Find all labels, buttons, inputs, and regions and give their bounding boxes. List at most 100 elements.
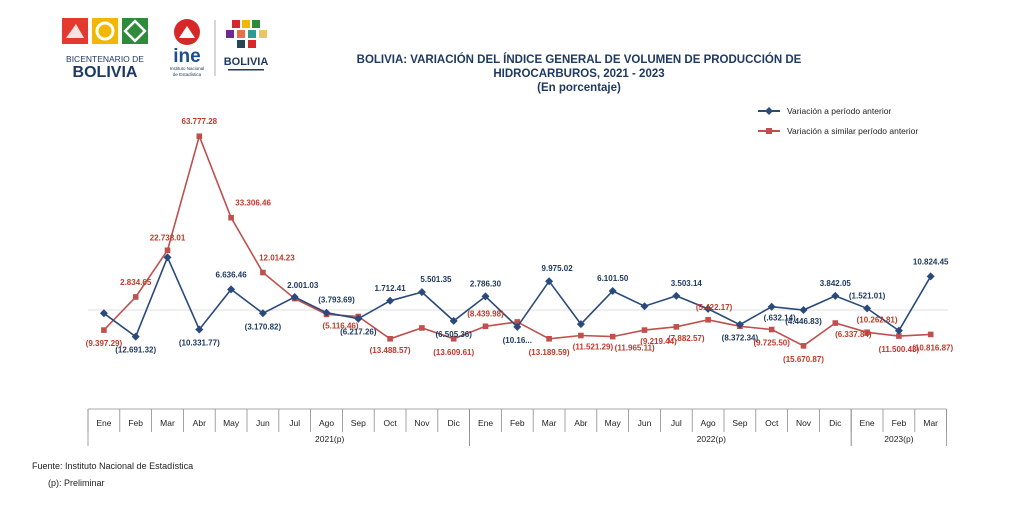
data-label-red: (10.262.81) <box>857 315 898 324</box>
category-label: Sep <box>732 418 747 428</box>
data-label-blue: 6.101.50 <box>597 274 629 283</box>
bicentenario-logo: BICENTENARIO DE BOLIVIA <box>62 18 148 81</box>
data-label-blue: (10.331.77) <box>179 339 220 348</box>
data-point-blue <box>227 285 236 294</box>
logo-ine-sub2: de Estadística <box>173 72 202 77</box>
category-label: Abr <box>574 418 587 428</box>
series-red-line <box>103 133 931 347</box>
category-label: Nov <box>796 418 812 428</box>
data-point-blue <box>354 314 363 323</box>
logo-bicentenario-bottom: BOLIVIA <box>73 64 138 81</box>
logo-bicentenario-top: BICENTENARIO DE <box>66 54 144 64</box>
category-label: Mar <box>923 418 938 428</box>
estado-logo-tile-2 <box>242 20 250 28</box>
category-axis: Ene Feb Mar Abr May Jun Jul Ago Sep Oct Nov Dic Ene F… <box>87 408 947 446</box>
data-point-red <box>450 335 457 342</box>
year-group-label: 2023(p) <box>884 434 913 444</box>
category-label: Ene <box>96 418 111 428</box>
category-label: Nov <box>414 418 430 428</box>
category-label: Dic <box>448 418 461 428</box>
data-label-red: (5.422.17) <box>696 303 733 312</box>
data-point-blue <box>481 292 490 301</box>
data-label-blue: (1.521.01) <box>849 291 886 300</box>
data-label-blue: 3.503.14 <box>671 279 703 288</box>
category-label: Oct <box>765 418 779 428</box>
legend-label-red: Variación a similar período anterior <box>787 126 918 136</box>
chart-subtitle: (En porcentaje) <box>537 82 621 94</box>
data-label-blue: (6.505.36) <box>435 330 472 339</box>
data-point-blue <box>863 304 872 313</box>
category-label: Oct <box>383 418 397 428</box>
data-point-red <box>260 269 266 276</box>
category-label: Ago <box>701 418 716 428</box>
category-label: Jul <box>289 418 300 428</box>
data-label-red: (11.500.43) <box>879 345 920 354</box>
data-point-blue <box>735 320 744 329</box>
logo-ine-sub1: Instituto Nacional <box>170 66 205 71</box>
data-point-red <box>927 331 934 338</box>
data-point-blue <box>290 292 299 301</box>
bicentenario-logo-spiral <box>95 21 115 41</box>
series-red-labels: (9.397.29) 2.834.65 22.738.01 63.777.28 33.3… <box>86 117 954 364</box>
data-point-red <box>673 324 680 330</box>
series-blue <box>99 253 935 341</box>
data-point-blue <box>831 291 840 300</box>
category-label: Jun <box>256 418 270 428</box>
data-label-blue: 2.001.03 <box>287 281 319 290</box>
data-label-blue: (8.372.34) <box>722 334 759 343</box>
estado-logo-tile-1 <box>232 20 240 28</box>
data-point-red <box>132 294 139 300</box>
data-label-red: 2.834.65 <box>120 278 152 287</box>
category-label: Ene <box>478 418 493 428</box>
legend-marker-red <box>766 128 772 134</box>
data-point-blue <box>417 288 426 297</box>
data-point-red <box>164 247 171 254</box>
category-label: May <box>223 418 240 428</box>
estado-logo-tile-7 <box>259 30 267 38</box>
data-point-blue <box>640 302 649 311</box>
category-label: Ago <box>319 418 334 428</box>
data-point-blue <box>767 302 776 311</box>
data-label-blue: (3.793.69) <box>318 296 355 305</box>
year-group-label: 2022(p) <box>697 434 726 444</box>
data-label-blue: (10.16... <box>503 336 532 345</box>
data-label-blue: 3.842.05 <box>820 279 852 288</box>
logo-ine: ine <box>173 46 200 67</box>
data-label-blue: (12.691.32) <box>115 346 156 355</box>
estado-logo-tile-6 <box>248 30 256 38</box>
category-label: Feb <box>510 418 525 428</box>
category-label: Jul <box>671 418 682 428</box>
bicentenario-logo-diamond <box>123 19 147 43</box>
preliminary-note: (p): Preliminar <box>48 478 105 488</box>
data-label-red: (7.882.57) <box>668 334 705 343</box>
ine-logo-mountain <box>179 26 195 38</box>
category-label: May <box>605 418 622 428</box>
data-label-red: (13.488.57) <box>370 346 411 355</box>
data-point-red <box>196 133 203 140</box>
legend-label-blue: Variación a período anterior <box>787 106 891 116</box>
data-point-blue <box>513 322 522 331</box>
data-point-blue <box>99 309 108 318</box>
data-point-blue <box>576 320 585 329</box>
data-label-red: (9.397.29) <box>86 339 123 348</box>
estado-logo-rule <box>228 69 264 71</box>
plot-area: (9.397.29) 2.834.65 22.738.01 63.777.28 33.3… <box>86 117 954 364</box>
data-label-red: 22.738.01 <box>150 233 186 242</box>
category-label: Abr <box>193 418 206 428</box>
category-label: Mar <box>542 418 557 428</box>
estado-logo-tile-3 <box>252 20 260 28</box>
data-point-red <box>864 329 870 336</box>
data-label-blue: 2.786.30 <box>470 279 502 288</box>
data-label-blue: 6.636.46 <box>216 270 248 279</box>
estado-logo-tile-9 <box>248 40 256 48</box>
data-point-red <box>609 333 616 340</box>
data-point-red <box>578 332 584 339</box>
data-point-red <box>641 327 648 333</box>
data-point-red <box>101 327 107 333</box>
series-blue-labels: (12.691.32) (10.331.77) 6.636.46 (3.170.82)… <box>115 257 949 354</box>
category-label: Feb <box>892 418 907 428</box>
logo-estado: BOLIVIA <box>224 56 269 68</box>
estado-logo-tile-4 <box>226 30 234 38</box>
